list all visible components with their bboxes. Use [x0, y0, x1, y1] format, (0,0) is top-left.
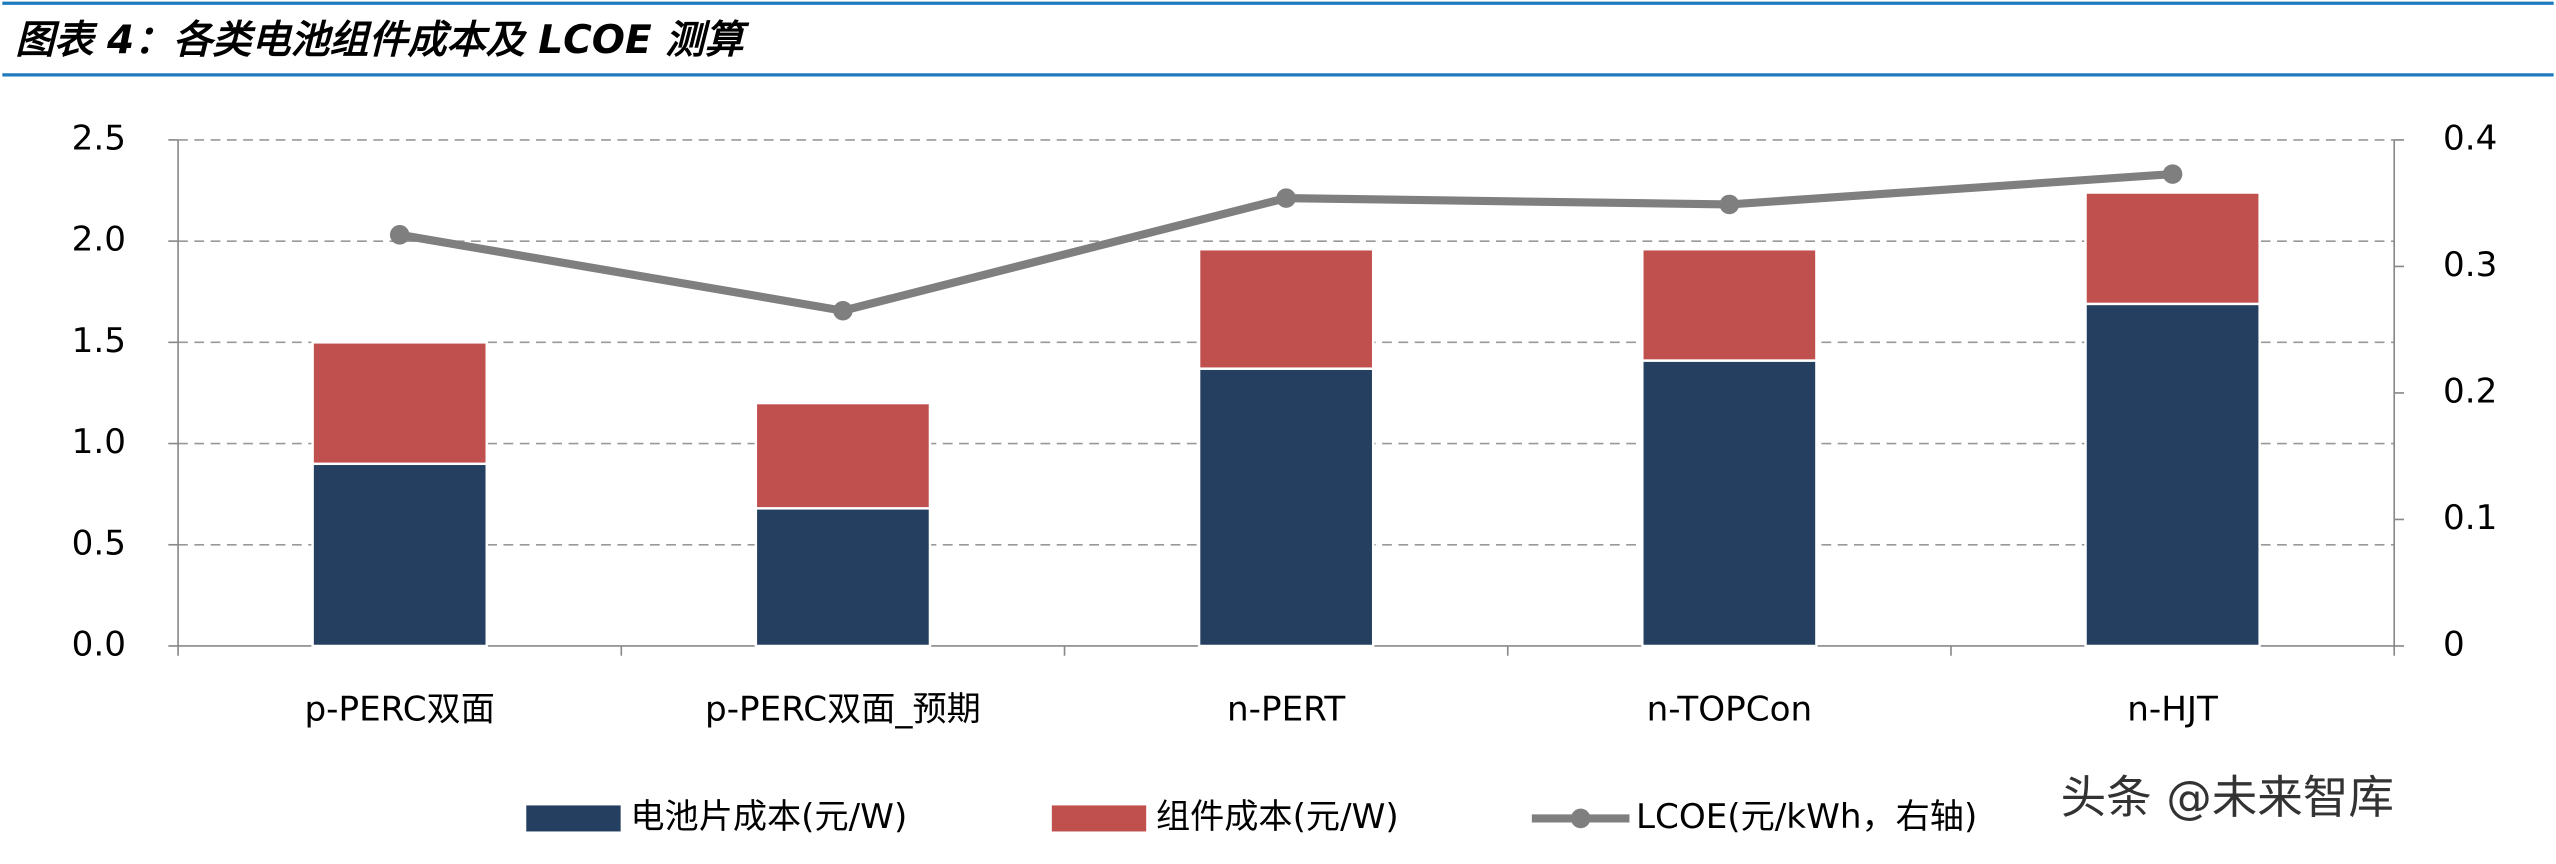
line-point [1719, 194, 1740, 215]
legend-swatch [526, 805, 621, 832]
legend-label: 组件成本(元/W) [1156, 797, 1399, 837]
legend-swatch [1570, 808, 1591, 829]
y2-tick-label: 0.3 [2443, 245, 2497, 285]
x-tick-label: p-PERC双面 [304, 690, 494, 730]
bar [311, 462, 488, 648]
line-point [1276, 188, 1296, 208]
y2-tick-label: 0 [2443, 624, 2465, 664]
bar [754, 507, 932, 648]
bar [2084, 302, 2261, 648]
x-tick-label: n-PERT [1227, 690, 1345, 730]
y-tick-label: 1.5 [72, 321, 126, 361]
legend-swatch [1051, 805, 1147, 832]
y-tick-label: 2.5 [72, 118, 126, 158]
y2-tick-label: 0.2 [2443, 371, 2497, 411]
y-tick-label: 1.0 [72, 422, 126, 462]
y-tick-label: 0.0 [72, 624, 126, 664]
chart-title: 图表 4：各类电池组件成本及 LCOE 测算 [15, 18, 749, 63]
legend-label: LCOE(元/kWh，右轴) [1636, 797, 1977, 837]
legend-label: 电池片成本(元/W) [630, 797, 907, 837]
line-point [389, 225, 410, 245]
line-point [833, 300, 853, 321]
y-tick-label: 0.5 [72, 523, 126, 563]
y2-tick-label: 0.1 [2443, 498, 2497, 538]
bar [1197, 248, 1375, 370]
watermark: 头条 @未来智库 [2061, 771, 2394, 824]
bar [2084, 191, 2261, 306]
y2-tick-label: 0.4 [2443, 118, 2497, 158]
x-tick-label: n-TOPCon [1647, 690, 1813, 730]
x-tick-label: n-HJT [2127, 690, 2218, 730]
bar [754, 401, 932, 510]
bar [1197, 367, 1375, 648]
y-tick-label: 2.0 [72, 220, 126, 260]
bar [1641, 248, 1818, 362]
x-tick-label: p-PERC双面_预期 [705, 690, 981, 730]
bar [311, 341, 488, 466]
line-point [2162, 164, 2183, 184]
bar [1641, 359, 1818, 648]
